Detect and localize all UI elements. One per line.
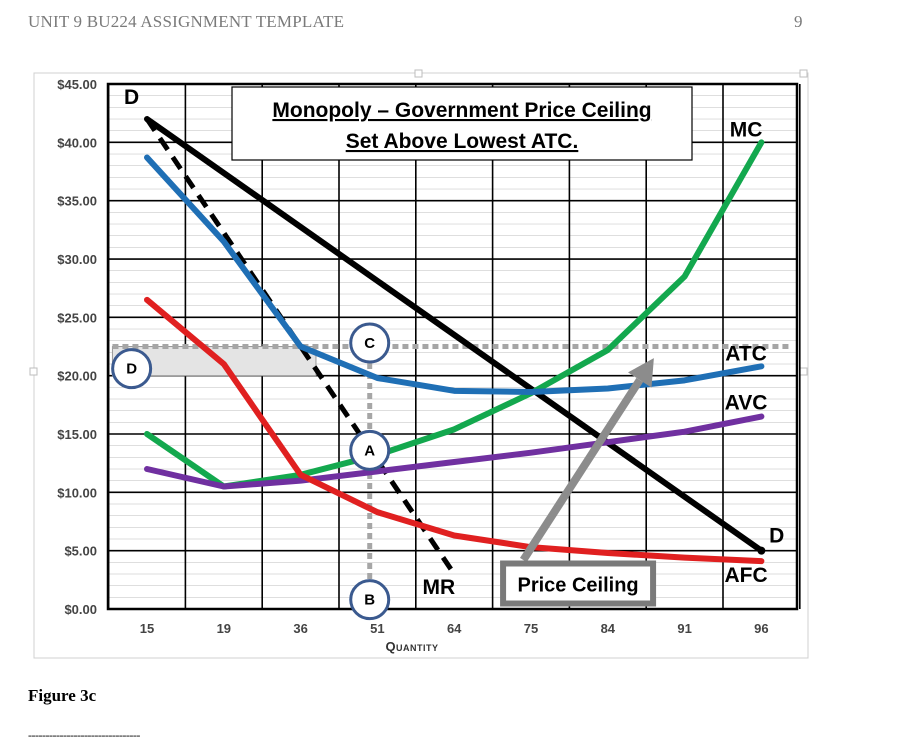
callout-label: Price Ceiling	[518, 575, 639, 597]
page-header: UNIT 9 BU224 ASSIGNMENT TEMPLATE	[28, 12, 345, 31]
y-tick-label: $20.00	[57, 369, 97, 384]
curve-label-mc: MC	[730, 119, 763, 142]
point-marker-b	[349, 579, 391, 621]
y-tick-label: $30.00	[57, 252, 97, 267]
y-tick-label: $10.00	[57, 485, 97, 500]
x-tick-label: 91	[677, 621, 691, 636]
x-tick-label: 19	[217, 621, 231, 636]
point-label-d: D	[126, 361, 137, 378]
plot-border	[106, 82, 799, 611]
callout-arrow-shaft	[519, 377, 644, 563]
curve-label-avc: AVC	[725, 392, 768, 415]
chart-title-line-1: Monopoly – Government Price Ceiling	[272, 99, 651, 122]
x-axis-label: Quantity	[385, 639, 438, 654]
y-tick-label: $45.00	[57, 77, 97, 92]
chart-title-line-2: Set Above Lowest ATC.	[346, 130, 579, 153]
x-tick-label: 15	[140, 621, 154, 636]
y-tick-label: $35.00	[57, 194, 97, 209]
y-tick-label: $5.00	[64, 544, 97, 559]
x-tick-labels: 15 19 36 51 64 75 84 91 96	[140, 621, 769, 636]
curve-label-d: D	[124, 86, 139, 109]
x-tick-label: 64	[447, 621, 462, 636]
y-tick-labels: $0.00 $5.00 $10.00 $15.00 $20.00 $25.00 $30.00…	[57, 77, 97, 617]
demand-end-point	[757, 546, 766, 555]
curve-label-afc: AFC	[724, 564, 767, 587]
frame-handle-right	[799, 367, 808, 376]
curve-label-d: D	[769, 525, 784, 548]
page-number: 9	[794, 12, 803, 31]
x-tick-label: 36	[293, 621, 307, 636]
x-tick-label: 51	[370, 621, 384, 636]
callout-arrow-head	[628, 358, 654, 388]
series-mr-upper	[144, 154, 304, 350]
y-tick-label: $40.00	[57, 135, 97, 150]
x-tick-label: 75	[524, 621, 538, 636]
point-marker-c	[349, 322, 391, 364]
point-label-c: C	[364, 335, 375, 352]
callout-box	[500, 560, 657, 607]
series-atc	[297, 343, 765, 396]
answer-rule: --------------------------------	[28, 728, 140, 742]
figure-caption: Figure 3c	[28, 686, 97, 705]
curve-label-mr: MR	[423, 576, 456, 599]
y-tick-label: $0.00	[64, 602, 97, 617]
series-avc	[144, 413, 765, 490]
frame-handle-left	[29, 367, 38, 376]
point-marker-d	[111, 348, 153, 390]
frame-handle-corner	[799, 69, 808, 78]
curve-label-atc: ATC	[725, 343, 767, 366]
frame-handle-top	[414, 69, 423, 78]
series-d	[144, 116, 765, 554]
y-tick-label: $15.00	[57, 427, 97, 442]
chart-title-box	[231, 86, 693, 161]
x-tick-label: 96	[754, 621, 768, 636]
y-tick-label: $25.00	[57, 310, 97, 325]
point-label-b: B	[364, 592, 375, 609]
series-afc	[144, 296, 765, 565]
x-tick-label: 84	[601, 621, 616, 636]
series-lines	[144, 116, 766, 576]
point-marker-a	[349, 429, 391, 471]
point-label-a: A	[364, 442, 375, 459]
